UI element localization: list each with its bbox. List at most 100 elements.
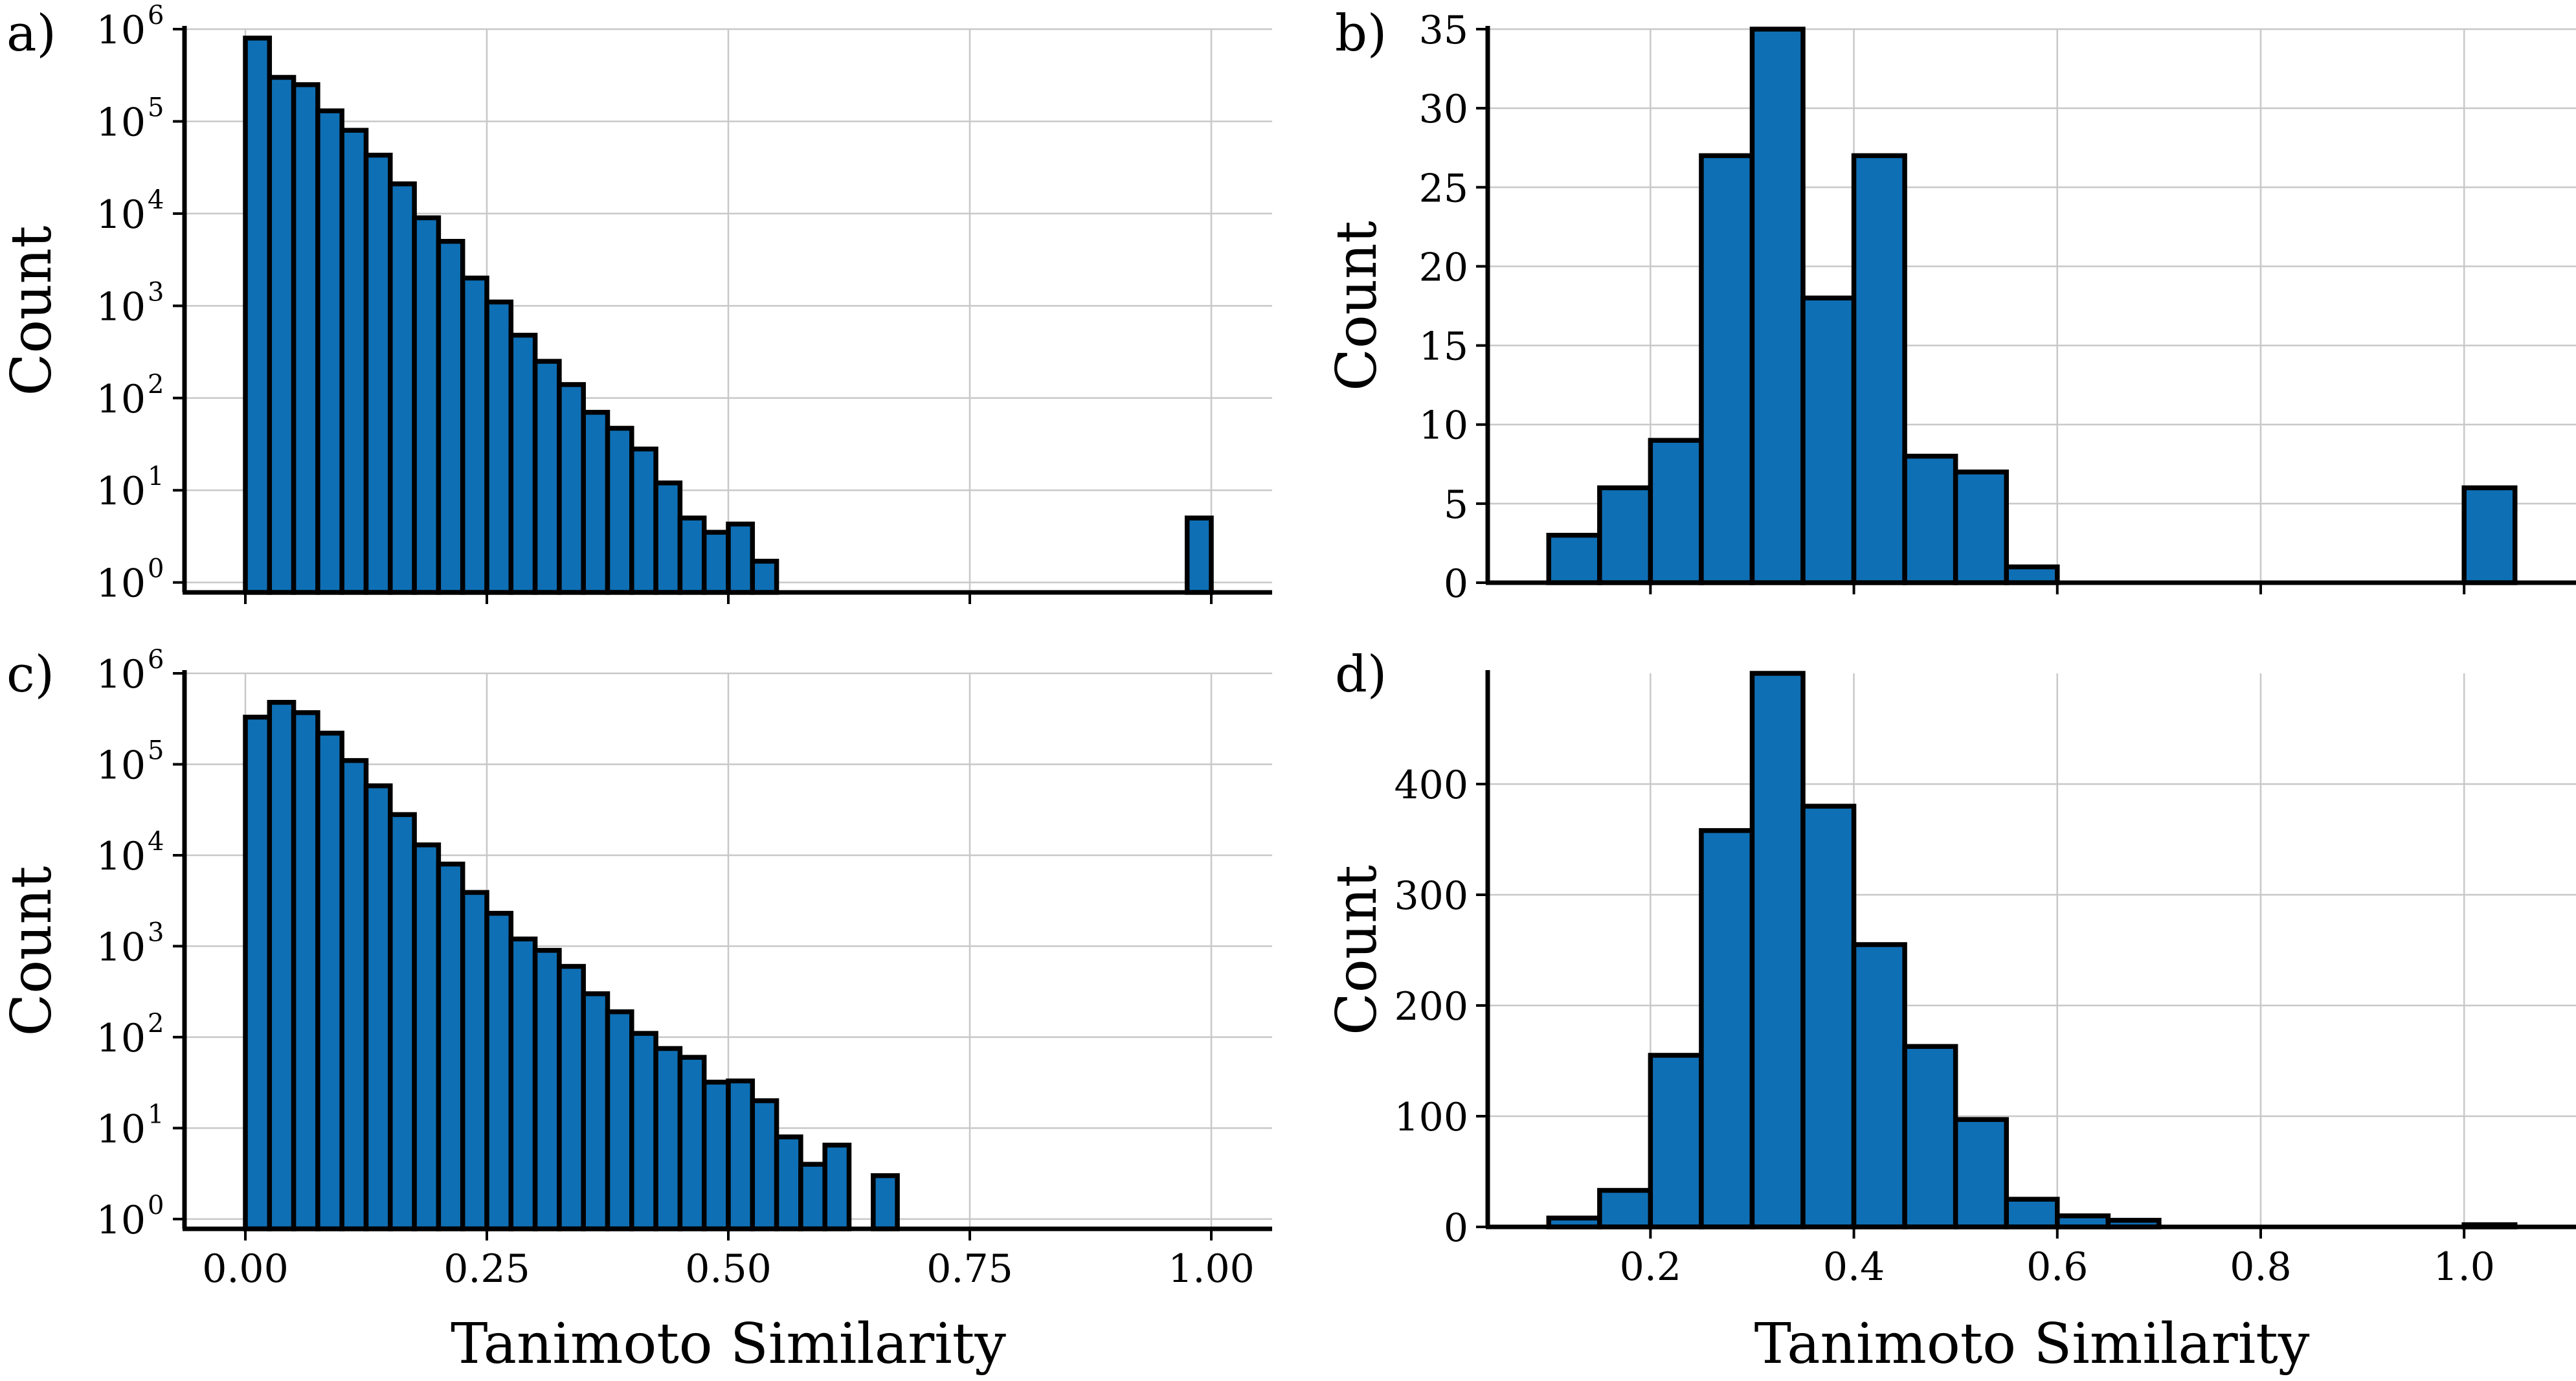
panel-b-bar-0 <box>1546 532 1602 585</box>
panel-b-bar-4 <box>1749 27 1806 585</box>
panel-c-xtick-label-4: 1.00 <box>1168 1246 1255 1292</box>
panel-a-bar-7 <box>412 215 442 595</box>
panel-d-xtick-label-2: 0.6 <box>2026 1244 2088 1290</box>
panel-a-ytick-exponent-4: 4 <box>148 185 164 215</box>
panel-a-bar-21 <box>750 559 779 595</box>
panel-c-bar-9 <box>460 890 489 1231</box>
panel-a-ytick-label-1: 10 <box>96 469 146 514</box>
panel-c-ytick-label-5: 10 <box>96 743 146 788</box>
panel-a-ytick-label-5: 10 <box>96 100 146 145</box>
panel-c-ytick-exponent-5: 5 <box>148 735 164 765</box>
panel-c-ytick-label-0: 10 <box>96 1198 146 1243</box>
panel-c-ytick-exponent-3: 3 <box>148 917 164 947</box>
panel-d-label: d) <box>1335 646 1387 704</box>
panel-c-ytick-label-1: 10 <box>96 1106 146 1152</box>
panel-a-bar-9 <box>460 275 489 595</box>
panel-a-bar-19 <box>701 530 731 595</box>
panel-a-bar-15 <box>605 425 634 595</box>
panel-a-ytick-exponent-5: 5 <box>148 93 164 122</box>
panel-b-bar-7 <box>1902 453 1958 585</box>
panel-d-bar-7 <box>1902 1044 1958 1229</box>
panel-c-ytick-exponent-6: 6 <box>148 645 164 675</box>
panel-c-ytick-label-4: 10 <box>96 834 146 879</box>
panel-c-bar-12 <box>532 948 562 1231</box>
panel-a-ytick-exponent-1: 1 <box>148 462 164 491</box>
panel-a-bar-6 <box>388 181 417 595</box>
panel-a-bar-2 <box>291 82 320 595</box>
panel-c-bar-24 <box>822 1142 852 1231</box>
panel-a-ytick-label-2: 10 <box>96 377 146 422</box>
panel-d-group: 0.2 0.4 0.6 0.8 1.0 0 100 200 300 400 Count Tanimot… <box>1325 646 2576 1376</box>
panel-c-ytick-exponent-2: 2 <box>148 1009 164 1039</box>
panel-c-bar-2 <box>291 710 320 1231</box>
panel-d-x-axis-label: Tanimoto Similarity <box>1754 1312 2310 1376</box>
panel-d-bar-3 <box>1699 828 1755 1229</box>
panel-c-bar-0 <box>243 714 273 1231</box>
panel-c-bar-17 <box>653 1046 683 1231</box>
panel-d-xtick-label-4: 1.0 <box>2433 1244 2494 1290</box>
panel-c-bar-10 <box>484 910 514 1231</box>
panel-c-bar-1 <box>267 700 297 1231</box>
panel-d-y-axis-label: Count <box>1325 865 1389 1035</box>
panel-a-bar-10 <box>484 299 514 595</box>
panel-a-bar-16 <box>629 446 658 595</box>
panel-d-xtick-label-0: 0.2 <box>1620 1244 1681 1290</box>
panel-b-bar-6 <box>1851 153 1907 585</box>
panel-d-ytick-label-1: 100 <box>1394 1095 1468 1140</box>
panel-c-ytick-exponent-4: 4 <box>148 827 164 857</box>
panel-b-ytick-label-0: 0 <box>1444 561 1468 607</box>
panel-d-ytick-label-2: 200 <box>1394 984 1468 1029</box>
panel-c-x-axis-label: Tanimoto Similarity <box>451 1312 1006 1376</box>
panel-d-bar-5 <box>1800 803 1857 1229</box>
panel-c-bar-19 <box>701 1079 731 1231</box>
panel-b-bar-9 <box>2004 564 2060 585</box>
panel-a-label: a) <box>6 5 56 63</box>
panel-a-ytick-label-4: 10 <box>96 192 146 238</box>
panel-c-xtick-label-2: 0.50 <box>685 1246 772 1292</box>
panel-a-ytick-label-3: 10 <box>96 284 146 330</box>
panel-b-bar-2 <box>1648 438 1704 585</box>
panel-c-bar-11 <box>508 936 538 1231</box>
panel-c-bar-22 <box>774 1134 803 1231</box>
panel-c-bar-23 <box>798 1162 827 1231</box>
panel-d-xtick-label-3: 0.8 <box>2230 1244 2291 1290</box>
panel-a-bar-0 <box>243 36 273 595</box>
panel-c-bar-8 <box>436 861 465 1231</box>
panel-d-xtick-label-1: 0.4 <box>1823 1244 1885 1290</box>
panel-a-ytick-exponent-3: 3 <box>148 277 164 307</box>
panel-c-bar-3 <box>315 730 344 1231</box>
panel-c-ytick-exponent-0: 0 <box>148 1191 164 1220</box>
panel-a-ytick-exponent-2: 2 <box>148 370 164 399</box>
panel-a-ytick-exponent-0: 0 <box>148 554 164 584</box>
panel-a-bar-8 <box>436 239 465 595</box>
panel-d-ytick-label-3: 300 <box>1394 873 1468 919</box>
panel-b-y-axis-label: Count <box>1325 221 1389 391</box>
panel-a-bar-22 <box>1184 515 1214 595</box>
panel-a-bar-11 <box>508 332 538 595</box>
panel-c-bar-4 <box>339 758 369 1231</box>
panel-c-bar-16 <box>629 1031 658 1231</box>
panel-c-bar-21 <box>750 1098 779 1231</box>
panel-a-bar-1 <box>267 74 297 595</box>
panel-d-bar-8 <box>1953 1117 2009 1229</box>
panel-c-bar-13 <box>557 963 586 1231</box>
panel-b-label: b) <box>1335 5 1387 63</box>
panel-d-bar-2 <box>1648 1053 1704 1229</box>
panel-b-ytick-label-6: 30 <box>1419 87 1468 132</box>
panel-b-bar-10 <box>2461 485 2518 585</box>
panel-a-bar-13 <box>557 382 586 595</box>
panel-c-bar-5 <box>363 783 393 1231</box>
panel-a-bar-4 <box>339 128 369 595</box>
panel-a-bar-14 <box>581 410 610 595</box>
panel-d-ytick-label-0: 0 <box>1444 1206 1468 1251</box>
panel-a-bar-17 <box>653 480 683 595</box>
panel-d-bar-4 <box>1749 671 1806 1229</box>
panel-a-ytick-label-0: 10 <box>96 561 146 607</box>
panel-a-ytick-label-6: 10 <box>96 8 146 53</box>
panel-b-ytick-label-1: 5 <box>1444 482 1468 528</box>
panel-d-bar-9 <box>2004 1196 2060 1229</box>
panel-c-ytick-label-6: 10 <box>96 652 146 697</box>
panel-c-xtick-label-0: 0.00 <box>202 1246 289 1292</box>
panel-b-bar-5 <box>1800 295 1857 585</box>
